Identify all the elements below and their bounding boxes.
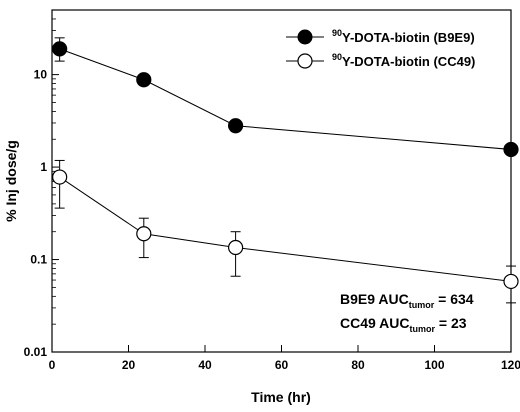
series-layer (52, 37, 519, 304)
y-tick-label: 10 (34, 68, 48, 82)
x-tick-label: 60 (275, 358, 289, 372)
auc-annotations: B9E9 AUCtumor = 634 CC49 AUCtumor = 23 (340, 291, 474, 334)
annotation-b9e9-auc-pre: B9E9 AUC (340, 291, 409, 307)
legend-entry-b9e9: 90Y-DOTA-biotin (B9E9) (332, 28, 475, 45)
annotation-b9e9-auc-post: = 634 (434, 291, 474, 307)
x-tick-label: 80 (351, 358, 365, 372)
annotation-cc49-auc-post: = 23 (435, 315, 467, 331)
series-line (59, 48, 512, 150)
annotation-cc49-auc-pre: CC49 AUC (340, 315, 410, 331)
x-axis-ticks: 0 20 40 60 80 100 120 (49, 345, 520, 372)
legend: 90Y-DOTA-biotin (B9E9) 90Y-DOTA-biotin (… (286, 28, 475, 69)
legend-entry-cc49-main: Y-DOTA-biotin (CC49) (342, 54, 475, 69)
data-point (52, 169, 68, 185)
annotation-cc49-auc-sub: tumor (410, 324, 436, 334)
legend-entry-b9e9-main: Y-DOTA-biotin (B9E9) (342, 30, 475, 45)
x-tick-label: 20 (122, 358, 136, 372)
y-axis-label: % Inj dose/g (3, 140, 19, 222)
data-point (136, 72, 152, 88)
series-b9e9 (52, 37, 519, 158)
y-tick-label: 0.01 (24, 345, 48, 359)
annotation-cc49-auc: CC49 AUCtumor = 23 (340, 315, 467, 334)
legend-entry-cc49-sup: 90 (332, 52, 342, 62)
x-tick-label: 0 (49, 358, 56, 372)
legend-marker-cc49 (297, 53, 313, 69)
legend-marker-b9e9 (297, 29, 313, 45)
y-axis-ticks: 0.01 0.1 1 10 (24, 9, 59, 359)
y-tick-label: 1 (40, 160, 47, 174)
data-point (228, 239, 244, 256)
data-point (503, 141, 519, 158)
y-tick-label: 0.1 (30, 253, 47, 267)
data-point (136, 226, 152, 242)
data-point (503, 273, 519, 290)
series-line (59, 176, 512, 282)
series-cc49 (52, 159, 519, 304)
annotation-b9e9-auc-sub: tumor (409, 300, 435, 310)
legend-entry-b9e9-sup: 90 (332, 28, 342, 38)
legend-entry-cc49: 90Y-DOTA-biotin (CC49) (332, 52, 475, 69)
data-point (228, 118, 244, 134)
x-axis-label: Time (hr) (251, 389, 311, 405)
x-tick-label: 100 (424, 358, 444, 372)
x-tick-label: 120 (501, 358, 520, 372)
x-tick-label: 40 (198, 358, 212, 372)
annotation-b9e9-auc: B9E9 AUCtumor = 634 (340, 291, 474, 310)
data-point (52, 41, 68, 57)
